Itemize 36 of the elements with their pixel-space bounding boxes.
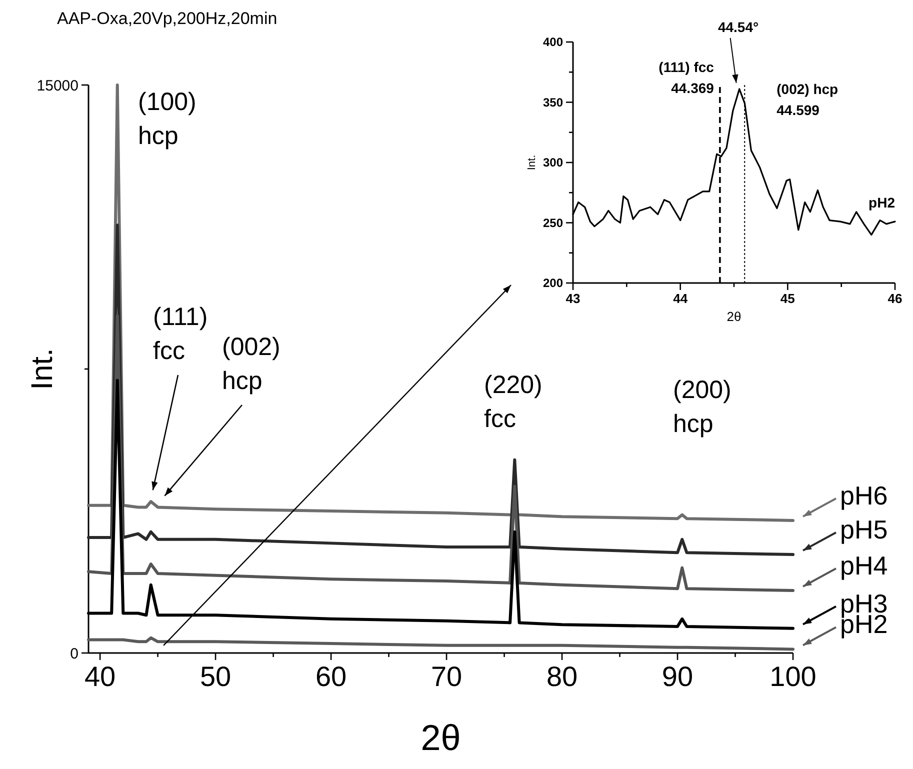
x-tick-label: 70 [430, 660, 462, 692]
y-tick-label: 250 [542, 216, 564, 230]
y-axis-title: Int. [26, 348, 59, 390]
series-label: pH2 [868, 194, 896, 211]
y-tick-label: 300 [542, 156, 564, 170]
x-tick-label: 100 [770, 660, 816, 692]
x-tick-label: 45 [780, 291, 795, 306]
x-tick-label: 43 [566, 291, 580, 306]
x-axis-title: 2θ [420, 717, 461, 758]
chart-title: AAP-Oxa,20Vp,200Hz,20min [57, 9, 278, 28]
y-tick-label: 200 [542, 276, 564, 290]
annotation: (002) hcp [222, 333, 280, 395]
line-series [87, 636, 794, 651]
y-tick-label: 400 [542, 35, 564, 50]
legend-label: pH4 [840, 550, 888, 581]
x-tick-label: 80 [546, 660, 578, 692]
y-axis-title: Int. [526, 154, 538, 170]
y-tick-label: 0 [70, 645, 78, 662]
y-tick-label: 350 [542, 95, 564, 110]
ref-line-label: (111) fcc 44.369 [658, 59, 714, 96]
annotation: (220) fcc [484, 371, 542, 433]
legend-label: pH6 [840, 480, 888, 510]
legend-label: pH5 [840, 514, 888, 545]
x-tick-label: 90 [662, 660, 694, 692]
annotation: (111) fcc [153, 303, 208, 365]
annotation: (100) hcp [138, 88, 196, 150]
y-tick-label: 15000 [36, 77, 78, 94]
x-axis-title: 2θ [726, 309, 742, 324]
x-tick-label: 44 [673, 291, 688, 306]
annotation: (200) hcp [673, 376, 732, 438]
x-tick-label: 40 [84, 660, 116, 692]
annotation: 44.54° [718, 19, 759, 35]
x-tick-label: 50 [200, 660, 232, 692]
ref-line-label: (002) hcp 44.599 [776, 81, 838, 118]
x-tick-label: 60 [315, 660, 347, 692]
x-tick-label: 46 [888, 291, 902, 306]
